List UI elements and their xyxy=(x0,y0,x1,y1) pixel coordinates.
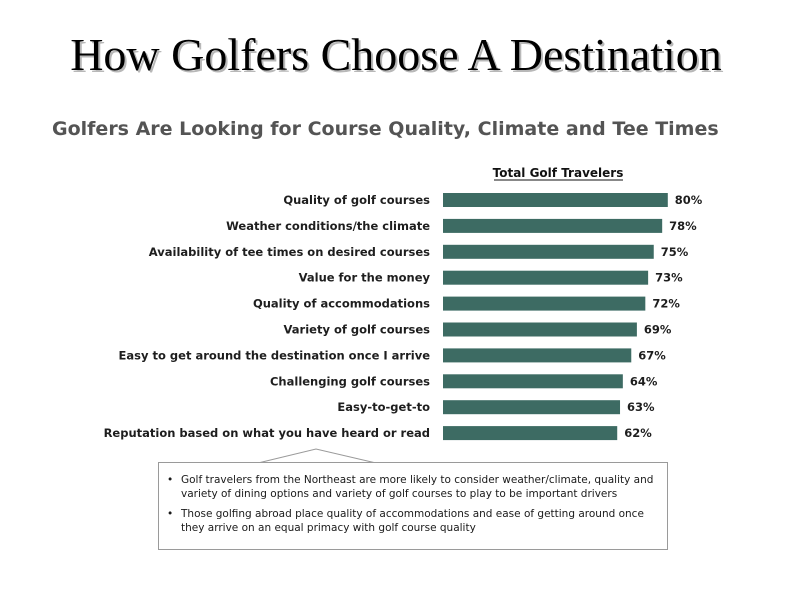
category-label: Quality of golf courses xyxy=(283,193,430,207)
callout-text: Those golfing abroad place quality of ac… xyxy=(181,508,644,534)
bar xyxy=(443,426,618,441)
value-label: 73% xyxy=(655,271,683,285)
bar xyxy=(443,322,637,337)
category-label: Availability of tee times on desired cou… xyxy=(149,245,430,259)
category-label: Quality of accommodations xyxy=(253,297,430,311)
callout-bullet: • Golf travelers from the Northeast are … xyxy=(167,473,659,501)
category-label: Variety of golf courses xyxy=(284,323,431,337)
page-title: How Golfers Choose A Destination xyxy=(70,29,722,80)
bar xyxy=(443,244,654,259)
bar xyxy=(443,218,663,233)
bullet-glyph: • xyxy=(167,508,174,520)
bar-chart: Total Golf Travelers Quality of golf cou… xyxy=(104,166,703,441)
value-label: 69% xyxy=(644,323,672,337)
value-label: 80% xyxy=(675,193,703,207)
value-label: 75% xyxy=(661,245,689,259)
bullet-glyph: • xyxy=(167,474,174,486)
value-label: 67% xyxy=(638,348,666,362)
category-label: Reputation based on what you have heard … xyxy=(104,426,430,440)
chart-subtitle: Golfers Are Looking for Course Quality, … xyxy=(52,118,719,140)
bar xyxy=(443,193,668,207)
bar xyxy=(443,348,632,363)
series-label: Total Golf Travelers xyxy=(493,166,624,180)
category-label: Value for the money xyxy=(299,271,431,285)
bar xyxy=(443,270,649,285)
value-label: 78% xyxy=(669,219,697,233)
bar xyxy=(443,400,621,415)
bar xyxy=(443,296,646,311)
category-label: Challenging golf courses xyxy=(270,374,430,388)
value-label: 62% xyxy=(624,426,652,440)
category-label: Easy to get around the destination once … xyxy=(119,348,431,362)
bar xyxy=(443,374,623,389)
callout-pointer xyxy=(257,448,377,464)
category-label: Easy-to-get-to xyxy=(337,400,430,414)
callout-bullet: • Those golfing abroad place quality of … xyxy=(167,507,659,535)
callout-text: Golf travelers from the Northeast are mo… xyxy=(181,474,654,500)
value-label: 64% xyxy=(630,374,658,388)
value-label: 72% xyxy=(652,297,680,311)
notes-callout: • Golf travelers from the Northeast are … xyxy=(158,462,668,550)
value-label: 63% xyxy=(627,400,655,414)
category-label: Weather conditions/the climate xyxy=(226,219,430,233)
